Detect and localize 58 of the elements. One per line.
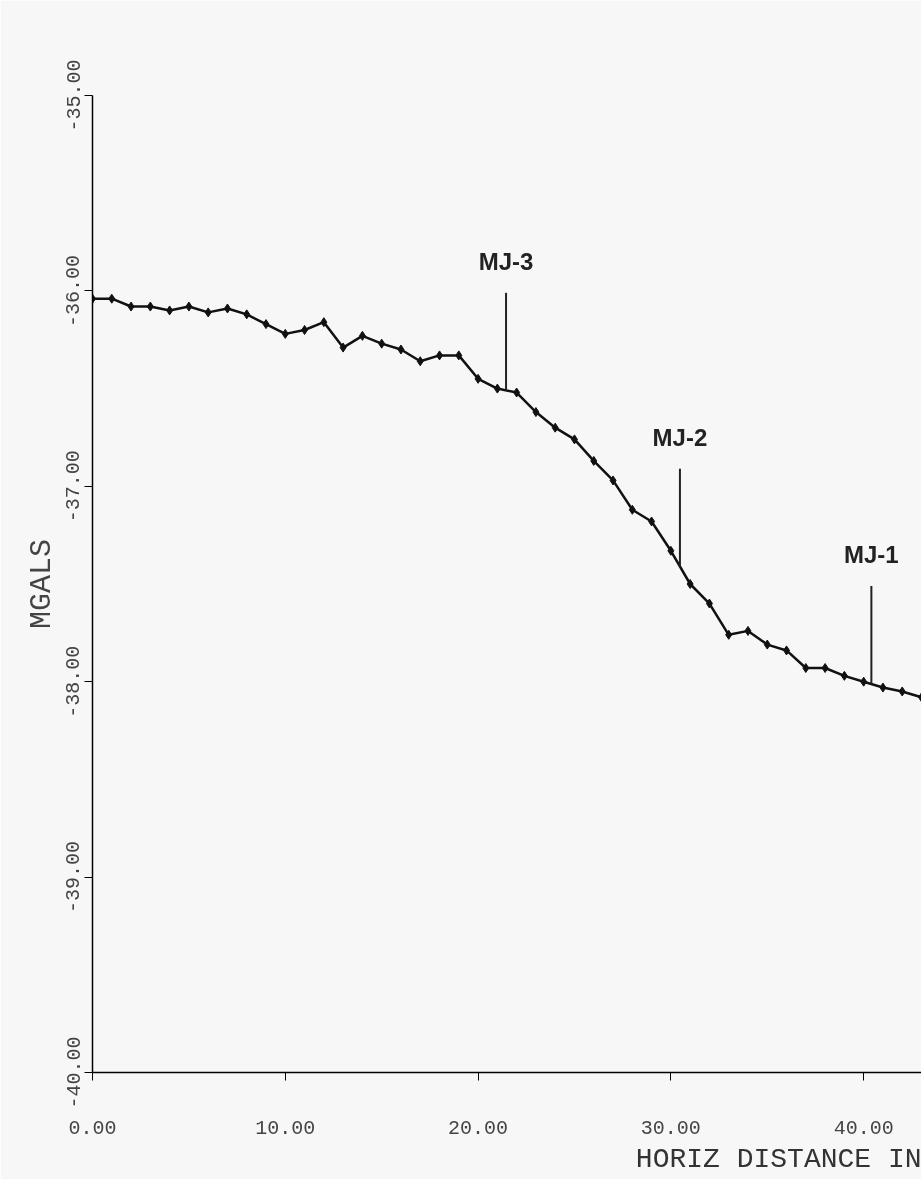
y-tick-label: -40.00 bbox=[62, 1036, 86, 1109]
point bbox=[840, 670, 848, 681]
x-axis-title: HORIZ DISTANCE IN bbox=[635, 1143, 921, 1175]
point bbox=[474, 373, 482, 384]
point bbox=[127, 301, 135, 312]
point bbox=[301, 324, 309, 335]
y-tick-label: -35.00 bbox=[62, 59, 86, 132]
point bbox=[243, 309, 251, 320]
point bbox=[223, 303, 231, 314]
point bbox=[262, 319, 270, 330]
y-tick-label: -37.00 bbox=[62, 450, 86, 523]
x-tick-label: 0.00 bbox=[68, 1116, 117, 1140]
point bbox=[551, 422, 559, 433]
annotation: MJ-1 bbox=[844, 540, 899, 568]
point bbox=[744, 625, 752, 636]
point bbox=[570, 434, 578, 445]
point bbox=[281, 328, 289, 339]
annotation: MJ-3 bbox=[478, 247, 534, 275]
y-tick-label: -36.00 bbox=[62, 254, 86, 327]
point bbox=[879, 682, 887, 693]
point bbox=[609, 475, 617, 486]
point bbox=[648, 516, 656, 527]
point bbox=[436, 350, 444, 361]
point bbox=[783, 645, 791, 656]
point bbox=[705, 598, 713, 609]
y-tick-label: -39.00 bbox=[62, 841, 86, 914]
point bbox=[667, 545, 675, 556]
point bbox=[725, 629, 733, 640]
point bbox=[320, 317, 328, 328]
point bbox=[185, 301, 193, 312]
point bbox=[821, 663, 829, 674]
y-axis-title: MGALS bbox=[24, 538, 59, 630]
point bbox=[378, 338, 386, 349]
point bbox=[763, 639, 771, 650]
x-tick-label: 30.00 bbox=[640, 1116, 701, 1140]
x-tick-label: 20.00 bbox=[448, 1116, 509, 1140]
x-tick-label: 10.00 bbox=[255, 1116, 316, 1140]
point bbox=[513, 387, 521, 398]
x-tick-label: 40.00 bbox=[833, 1116, 894, 1140]
point bbox=[628, 504, 636, 515]
point bbox=[860, 676, 868, 687]
point bbox=[397, 344, 405, 355]
point bbox=[108, 293, 116, 304]
point bbox=[898, 686, 906, 697]
point bbox=[493, 383, 501, 394]
point bbox=[802, 663, 810, 674]
point bbox=[358, 330, 366, 341]
point bbox=[339, 342, 347, 353]
y-tick-label: -38.00 bbox=[62, 645, 86, 718]
point bbox=[416, 356, 424, 367]
point bbox=[204, 307, 212, 318]
point bbox=[590, 455, 598, 466]
point bbox=[532, 407, 540, 418]
point bbox=[146, 301, 154, 312]
point bbox=[455, 350, 463, 361]
annotation: MJ-2 bbox=[652, 423, 708, 451]
point bbox=[686, 579, 694, 589]
point bbox=[166, 305, 174, 316]
